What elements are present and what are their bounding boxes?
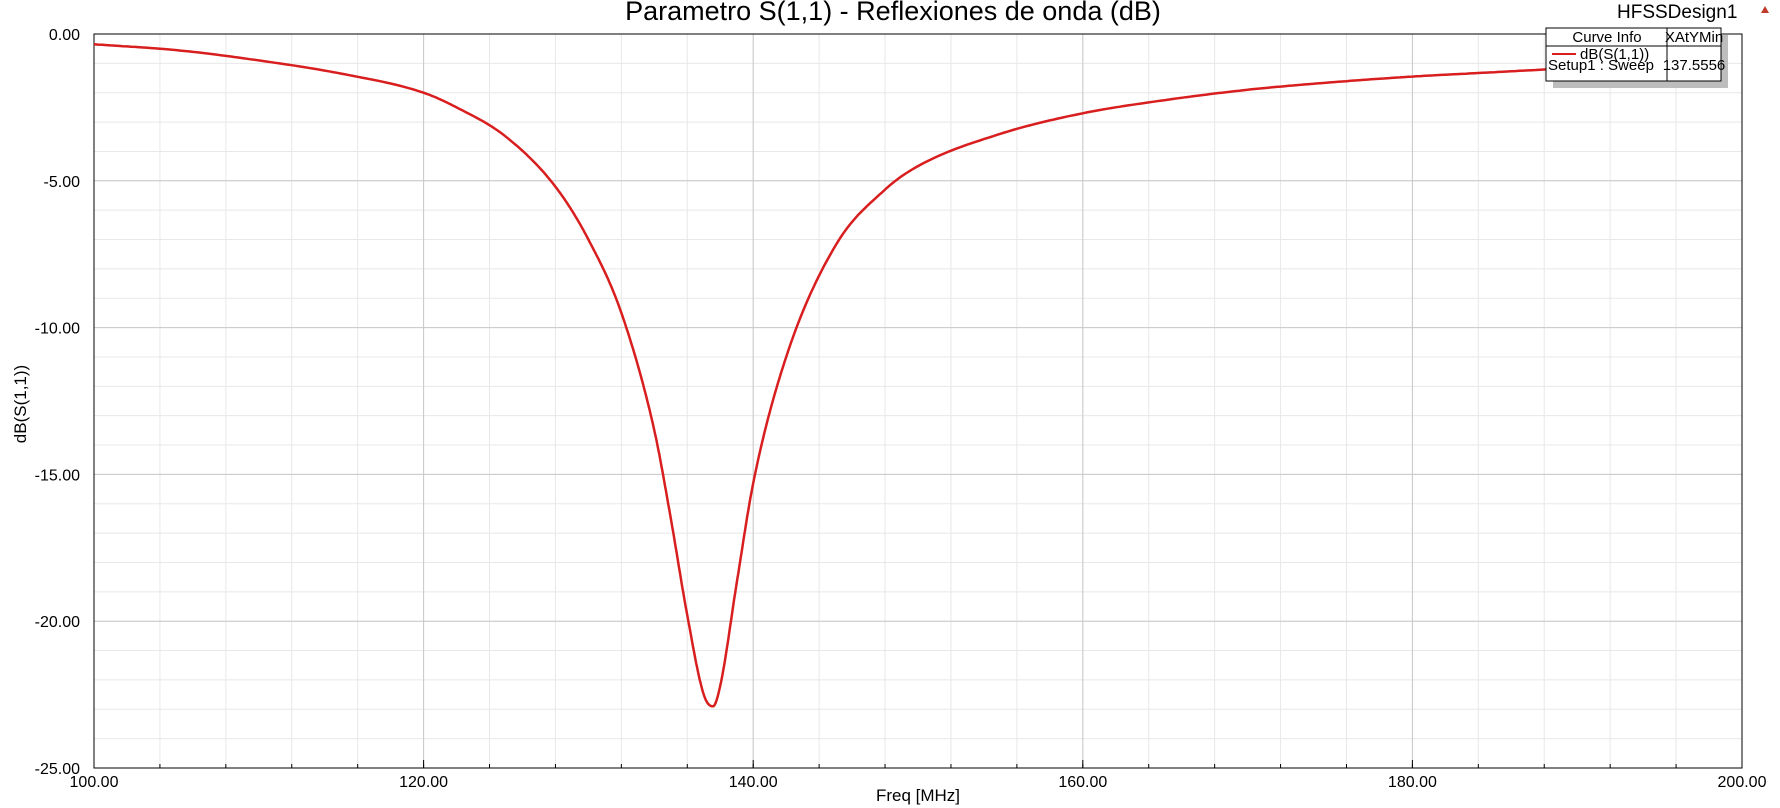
- chart-title: Parametro S(1,1) - Reflexiones de onda (…: [625, 0, 1161, 26]
- legend-curve-setup: Setup1 : Sweep: [1548, 57, 1654, 74]
- x-axis-ticks: [93, 760, 1743, 768]
- legend-header-xatymin: XAtYMin: [1665, 29, 1723, 46]
- legend-curve-value: 137.5556: [1663, 57, 1726, 74]
- series-layer: [93, 43, 1578, 708]
- warning-triangle-icon: [1761, 6, 1769, 13]
- x-tick-label: 160.00: [1058, 774, 1107, 791]
- y-axis-label: dB(S(1,1)): [11, 365, 30, 443]
- curve-info-legend[interactable]: Curve Info XAtYMin dB(S(1,1)) Setup1 : S…: [1545, 27, 1728, 88]
- legend-curve-name: dB(S(1,1)): [1580, 46, 1649, 63]
- y-tick-label: -25.00: [35, 761, 80, 778]
- legend-header-curve-info: Curve Info: [1572, 29, 1641, 46]
- y-tick-label: -5.00: [44, 174, 81, 191]
- plot-area-border: [93, 33, 1743, 769]
- major-grid: [93, 33, 1743, 769]
- design-name-label: HFSSDesign1: [1617, 2, 1737, 23]
- x-axis-tick-labels: 100.00 120.00 140.00 160.00 180.00 200.00: [70, 774, 1767, 791]
- y-axis-tick-labels: 0.00 -5.00 -10.00 -15.00 -20.00 -25.00: [35, 27, 80, 778]
- x-tick-label: 120.00: [399, 774, 448, 791]
- x-tick-label: 100.00: [70, 774, 119, 791]
- y-tick-label: -15.00: [35, 467, 80, 484]
- x-tick-label: 200.00: [1718, 774, 1767, 791]
- x-tick-label: 140.00: [729, 774, 778, 791]
- x-tick-label: 180.00: [1388, 774, 1437, 791]
- y-tick-label: -10.00: [35, 321, 80, 338]
- y-tick-label: 0.00: [49, 27, 80, 44]
- minor-grid: [93, 33, 1743, 769]
- y-tick-label: -20.00: [35, 614, 80, 631]
- series-line-s11: [93, 43, 1578, 708]
- x-axis-label: Freq [MHz]: [876, 786, 960, 805]
